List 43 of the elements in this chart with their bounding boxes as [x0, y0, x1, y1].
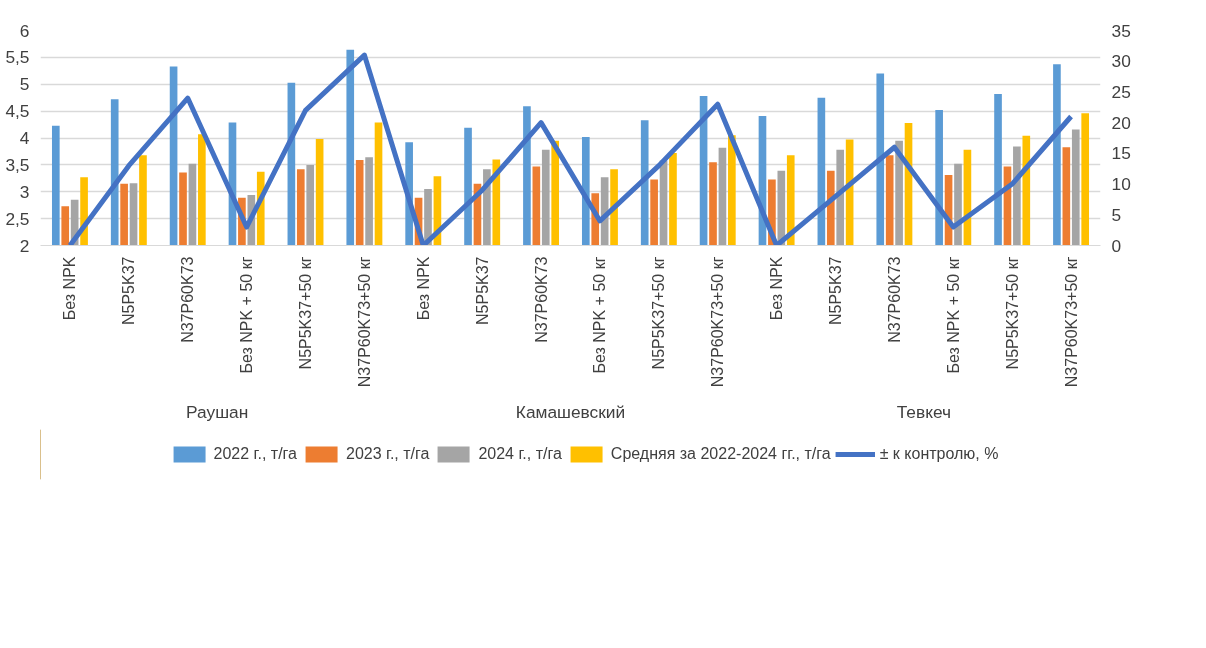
text: Раушан	[186, 401, 249, 422]
y-tick-label: 2,5	[5, 208, 30, 229]
x-tick-label: N37P60K73+50 кг	[355, 256, 373, 388]
x-tick-label: Без NPK	[768, 256, 786, 321]
y-tick-label: 2	[19, 235, 30, 256]
y-tick-label: 3	[19, 181, 30, 202]
x-tick-label: N37P60K73+50 кг	[1062, 256, 1080, 388]
y-tick-label: 3,5	[5, 154, 30, 175]
y2-tick-label: 5	[1111, 204, 1122, 225]
y2-tick-label: 20	[1111, 112, 1131, 133]
legend-label: 2023 г., т/га	[345, 445, 430, 463]
x-tick-label: Без NPK + 50 кг	[944, 256, 962, 374]
x-tick-label: N5P5K37+50 кг	[650, 256, 668, 370]
y-tick-label: 5	[19, 74, 30, 95]
x-tick-label: N5P5K37	[120, 256, 138, 325]
text: Тевкеч	[896, 401, 951, 422]
x-tick-label: Без NPK + 50 кг	[238, 256, 256, 374]
y-tick-label: 4,5	[5, 101, 30, 122]
x-tick-label: N5P5K37	[827, 256, 844, 325]
legend-label: 2022 г., т/га	[213, 445, 297, 463]
x-tick-label: Без NPK	[61, 256, 79, 321]
x-tick-label: N37P60K73	[179, 256, 197, 343]
x-tick-label: N37P60K73	[885, 256, 903, 343]
x-tick-label: Без NPK	[414, 256, 432, 321]
legend-label: Средняя за 2022-2024 гг., т/га	[610, 445, 831, 463]
x-tick-label: N5P5K37	[473, 256, 491, 325]
legend-label: 2024 г., т/га	[478, 445, 562, 463]
x-tick-label: Без NPK + 50 кг	[591, 256, 609, 374]
y2-tick-label: 30	[1111, 51, 1131, 72]
x-tick-label: N5P5K37+50 кг	[1003, 256, 1021, 370]
legend-label: ± к контролю, %	[879, 445, 999, 463]
y2-tick-label: 25	[1111, 81, 1131, 102]
y-tick-label: 6	[19, 20, 30, 41]
y-tick-label: 5,5	[5, 47, 30, 68]
y2-tick-label: 10	[1111, 174, 1131, 195]
y2-tick-label: 35	[1111, 20, 1131, 41]
y-tick-label: 4	[19, 128, 30, 148]
x-tick-label: N5P5K37+50 кг	[297, 256, 314, 370]
y2-tick-label: 0	[1111, 235, 1122, 256]
x-tick-label: N37P60K73+50 кг	[709, 256, 727, 388]
x-tick-label: N37P60K73	[532, 256, 550, 343]
y2-tick-label: 15	[1111, 143, 1131, 164]
text: Камашевский	[515, 401, 626, 422]
